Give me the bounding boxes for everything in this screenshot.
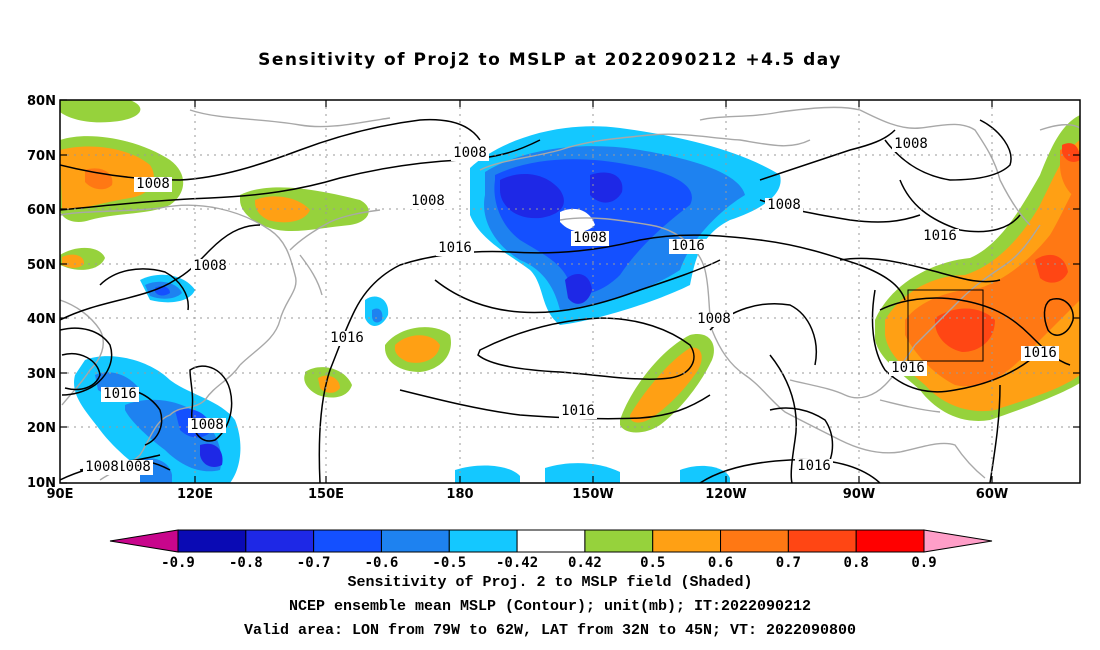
colorbar-segment [720,529,789,553]
colorbar-tick-label: 0.9 [911,555,936,571]
contour-label-bg [101,387,139,402]
colorbar-segment [584,529,654,553]
contour-label: 1008 [85,459,119,475]
contour-label: 1016 [797,458,831,474]
graticule [60,100,1080,483]
contour-label: 1016 [103,386,137,402]
contour-label-bg [83,460,121,475]
colorbar-tick-label: 0.42 [568,555,602,571]
contour-label: 1008 [136,176,170,192]
colorbar-segment [313,529,382,553]
caption-line-2: NCEP ensemble mean MSLP (Contour); unit(… [288,598,812,615]
contour-label: 1008 [573,230,607,246]
valid-area-box [907,289,984,362]
lat-label-20n: 20N [27,421,56,436]
colorbar-tick-label: -0.6 [365,555,399,571]
caption-line-3: Valid area: LON from 79W to 62W, LAT fro… [243,622,857,639]
contour-label: 1016 [330,330,364,346]
colorbar-segment [380,529,450,553]
colorbar-tick-label: 0.8 [844,555,869,571]
colorbar-tick-label: 0.6 [708,555,733,571]
contour-label: 1008 [697,311,731,327]
contour-label: 1008 [193,258,227,274]
lon-label-90w: 90W [843,487,875,502]
contour-label: 1016 [1023,345,1057,361]
contour-label-bg [892,137,930,152]
lon-label-60w: 60W [976,487,1008,502]
lat-label-50n: 50N [27,258,56,273]
contour-label-bg [559,404,597,419]
lat-label-70n: 70N [27,149,56,164]
contour-label-bg [669,239,707,254]
contour-label-bg [451,146,489,161]
plot-frame [59,99,1081,484]
colorbar-tick-label: -0.8 [229,555,263,571]
contour-label-bg [1021,346,1059,361]
contour-label-bg [188,418,226,433]
contour-label: 1016 [923,228,957,244]
colorbar-segment [855,529,925,553]
lon-label-120e: 120E [177,487,213,502]
colorbar-segment [448,529,518,553]
contour-label: 1016 [561,403,595,419]
colorbar-segment [787,529,857,553]
contour-label-bg [436,241,474,256]
contour-label-bg [795,459,833,474]
contour-label: 1008 [411,193,445,209]
colorbar [109,529,993,553]
colorbar-min-triangle [109,529,179,553]
caption-line-1: Sensitivity of Proj. 2 to MSLP field (Sh… [347,574,753,591]
contour-label-bg [765,198,803,213]
lat-label-60n: 60N [27,203,56,218]
contour-label: 1016 [891,360,925,376]
contour-label: 1016 [671,238,705,254]
contour-label-bg [695,312,733,327]
lon-label-180: 180 [446,487,473,502]
lat-label-30n: 30N [27,367,56,382]
lat-label-80n: 80N [27,94,56,109]
colorbar-segment [652,529,722,553]
colorbar-segment [516,529,586,553]
colorbar-tick-label: -0.42 [496,555,538,571]
contour-label-bg [328,331,366,346]
lon-label-150e: 150E [308,487,344,502]
contour-label: 1008 [453,145,487,161]
contour-label: 1008 [894,136,928,152]
contour-label-bg [889,361,927,376]
contour-label: 1008 [190,417,224,433]
colorbar-segment [245,529,315,553]
contour-label-bg [921,229,959,244]
lon-label-120w: 120W [705,487,746,502]
colorbar-segment [177,529,247,553]
shaded-field [60,100,1080,483]
contour-label-bg [571,231,609,246]
contour-label: 1008 [117,459,151,475]
contour-label-bg [409,194,447,209]
colorbar-tick-label: -0.5 [432,555,466,571]
contour-label: 1016 [438,240,472,256]
colorbar-tick-label: 0.7 [776,555,801,571]
colorbar-max-triangle [923,529,993,553]
lon-label-90e: 90E [47,487,74,502]
contour-label-bg [191,259,229,274]
colorbar-tick-label: -0.9 [161,555,195,571]
lat-label-10n: 10N [27,476,56,491]
contour-label-bg [115,460,153,475]
contour-label-bg [134,177,172,192]
lat-label-40n: 40N [27,312,56,327]
chart-title: Sensitivity of Proj2 to MSLP at 20220902… [258,50,842,70]
axis-ticks [60,99,1080,484]
lon-label-150w: 150W [572,487,613,502]
contour-label: 1008 [767,197,801,213]
colorbar-tick-label: -0.7 [297,555,331,571]
colorbar-tick-label: 0.5 [640,555,665,571]
colorbar-labels: -0.9 -0.8 -0.7 -0.6 -0.5 -0.42 0.42 0.5 0.6 0.7 0.… [161,555,937,571]
